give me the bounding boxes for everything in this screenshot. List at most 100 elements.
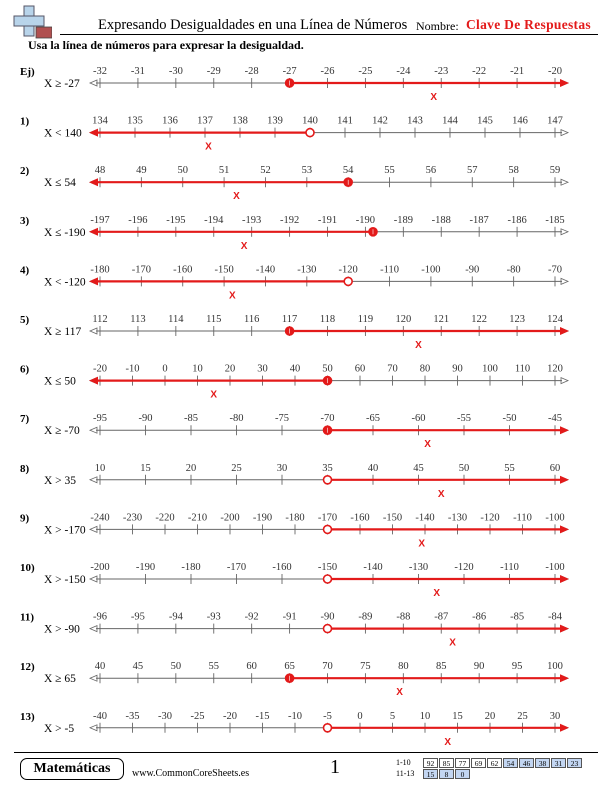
- problem-label: 13): [20, 711, 35, 723]
- tick-label: -75: [275, 413, 289, 424]
- tick-label: -80: [230, 413, 244, 424]
- tick-label: -89: [358, 612, 372, 623]
- tick-label: 80: [398, 661, 409, 672]
- problem-label: 4): [20, 264, 30, 276]
- score-cell: 0: [455, 768, 470, 779]
- tick-label: 134: [92, 116, 109, 127]
- tick-label: -85: [184, 413, 198, 424]
- tick-label: 142: [372, 116, 388, 127]
- tick-label: 54: [343, 165, 354, 176]
- solution-arrow-icon: [89, 227, 98, 236]
- score-cell: 23: [567, 757, 582, 768]
- tick-label: -180: [181, 562, 200, 573]
- tick-label: -10: [288, 711, 302, 722]
- solution-arrow-icon: [89, 277, 98, 286]
- inequality-text: X > -5: [44, 723, 74, 735]
- x-marker: X: [418, 538, 425, 549]
- tick-label: -96: [93, 612, 107, 623]
- left-arrow-icon: [88, 575, 98, 583]
- tick-label: 40: [95, 661, 106, 672]
- x-marker: X: [396, 687, 403, 698]
- open-point: [322, 474, 333, 485]
- solution-arrow-icon: [560, 79, 569, 87]
- problem-label: 3): [20, 215, 30, 227]
- score-cell: 69: [471, 757, 486, 768]
- tick-label: -200: [220, 512, 239, 523]
- problem-label: 10): [20, 562, 35, 574]
- tick-label: 90: [452, 364, 463, 375]
- tick-label: -110: [380, 264, 399, 275]
- x-marker: X: [205, 142, 212, 153]
- tick-label: -200: [90, 562, 109, 573]
- tick-label: -180: [285, 512, 304, 523]
- tick-label: 120: [547, 364, 563, 375]
- tick-label: 52: [260, 165, 271, 176]
- problem: 12) X ≥ 65 40 45 50 55 60 65 70 75 80 85 90 95 100 X: [20, 661, 570, 698]
- tick-label: 57: [467, 165, 478, 176]
- open-point: [322, 722, 333, 733]
- inequality-text: X > -170: [44, 524, 86, 536]
- solution-arrow-icon: [89, 128, 98, 137]
- left-arrow-icon: [88, 426, 98, 434]
- left-arrow-icon: [88, 624, 98, 633]
- inequality-text: X > 35: [44, 475, 76, 487]
- score-cell: 54: [503, 757, 518, 768]
- tick-label: -120: [454, 562, 473, 573]
- page-number: 1: [330, 756, 340, 778]
- score-row-label: 1-10: [396, 758, 411, 767]
- tick-label: -23: [434, 66, 448, 77]
- score-cell: 77: [455, 757, 470, 768]
- left-arrow-icon: [88, 674, 98, 682]
- tick-label: 141: [337, 116, 353, 127]
- left-arrow-icon: [88, 525, 98, 534]
- tick-label: -191: [318, 215, 337, 226]
- problem-label: 11): [20, 612, 34, 624]
- problem: 7) X ≥ -70 -95 -90 -85 -80 -75 -70 -65 -60 -55 -50 -…: [20, 413, 570, 450]
- problem: 2) X ≤ 54 48 49 50 51 52 53 54 55 56 57 58 59 X: [20, 165, 570, 202]
- tick-label: -20: [93, 364, 107, 375]
- problem-label: 9): [20, 512, 30, 524]
- tick-label: -150: [383, 512, 402, 523]
- tick-label: -150: [318, 562, 337, 573]
- tick-label: -31: [131, 66, 145, 77]
- right-arrow-icon: [560, 128, 570, 137]
- tick-label: 70: [322, 661, 333, 672]
- tick-label: -45: [548, 413, 562, 424]
- tick-label: 51: [219, 165, 230, 176]
- tick-label: -130: [297, 264, 316, 275]
- tick-label: -210: [188, 512, 207, 523]
- tick-label: -180: [90, 264, 109, 275]
- tick-label: 53: [302, 165, 313, 176]
- tick-label: 140: [302, 116, 318, 127]
- tick-label: -194: [204, 215, 224, 226]
- tick-label: -240: [90, 512, 109, 523]
- tick-label: -25: [358, 66, 372, 77]
- open-point: [322, 574, 333, 584]
- tick-label: 48: [95, 165, 106, 176]
- tick-label: 137: [197, 116, 213, 127]
- tick-label: -32: [93, 66, 107, 77]
- score-cell: 62: [487, 757, 502, 768]
- tick-label: -190: [253, 512, 272, 523]
- tick-label: -120: [480, 512, 499, 523]
- solution-arrow-icon: [560, 575, 569, 583]
- tick-label: -94: [169, 612, 184, 623]
- tick-label: -21: [510, 66, 524, 77]
- tick-label: -150: [214, 264, 233, 275]
- tick-label: -28: [245, 66, 259, 77]
- tick-label: -15: [256, 711, 270, 722]
- tick-label: -130: [448, 512, 467, 523]
- tick-label: -55: [457, 413, 471, 424]
- tick-label: -230: [123, 512, 142, 523]
- tick-label: -93: [207, 612, 221, 623]
- instructions: Usa la línea de números para expresar la…: [28, 38, 304, 52]
- tick-label: 0: [357, 711, 362, 722]
- problem: 1) X < 140 134 135 136 137 138 139 140 141 142 143 1…: [20, 116, 570, 153]
- tick-label: -110: [500, 562, 519, 573]
- x-marker: X: [424, 439, 431, 450]
- tick-label: -26: [321, 66, 335, 77]
- tick-label: 5: [390, 711, 395, 722]
- tick-label: -195: [166, 215, 185, 226]
- tick-label: -70: [548, 264, 562, 275]
- tick-label: 100: [482, 364, 498, 375]
